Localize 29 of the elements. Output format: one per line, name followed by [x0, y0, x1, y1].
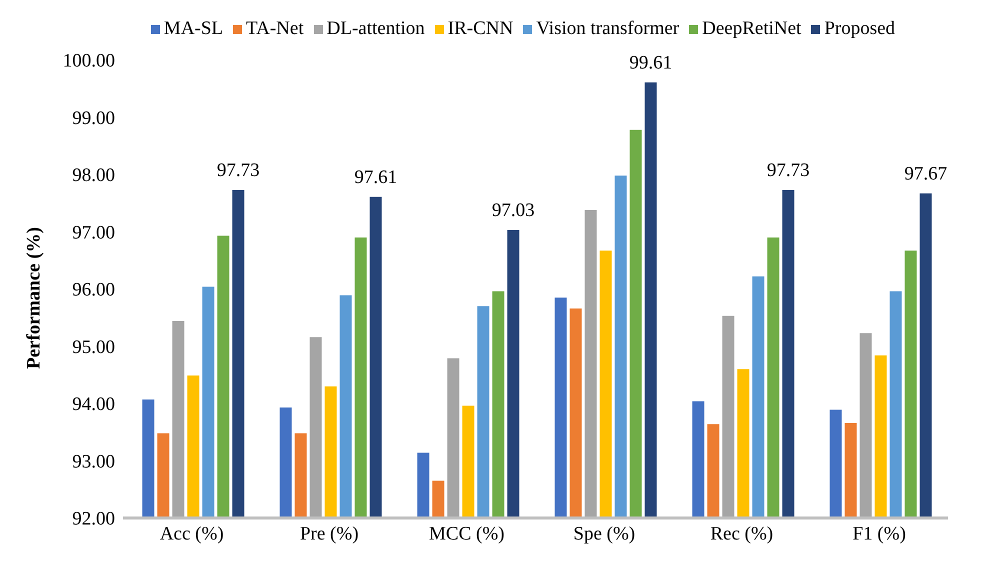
x-tick-label: Pre (%) [300, 523, 359, 544]
y-tick-label: 98.00 [72, 165, 115, 186]
x-tick-label: Rec (%) [710, 523, 774, 544]
y-tick-label: 93.00 [72, 451, 115, 472]
x-tick-label: Spe (%) [573, 523, 636, 544]
y-tick-label: 95.00 [72, 336, 115, 358]
data-label: 97.73 [766, 160, 810, 181]
y-tick-label: 97.00 [72, 222, 115, 244]
x-tick-label: F1 (%) [852, 523, 906, 544]
data-label: 97.61 [354, 166, 398, 188]
y-tick-label: 99.00 [72, 108, 115, 129]
data-label: 97.67 [904, 163, 948, 184]
y-tick-label: 100.00 [62, 50, 115, 72]
y-tick-label: 96.00 [72, 280, 115, 301]
legend-label: Vision transformer [536, 18, 680, 39]
data-label: 99.61 [629, 52, 672, 74]
x-tick-label: MCC (%) [429, 523, 504, 544]
x-tick-label: Acc (%) [160, 523, 224, 544]
legend-label: DL-attention [326, 18, 425, 39]
legend-label: Proposed [824, 18, 896, 39]
legend-label: TA-Net [246, 18, 304, 39]
legend-label: IR-CNN [448, 18, 514, 39]
y-tick-label: 92.00 [72, 508, 115, 530]
legend-label: MA-SL [164, 18, 224, 39]
data-label: 97.73 [216, 160, 260, 181]
legend-label: DeepRetiNet [702, 18, 802, 39]
y-tick-label: 94.00 [72, 394, 115, 416]
data-label: 97.03 [492, 200, 535, 222]
y-axis-title: Performance (%) [24, 227, 45, 369]
